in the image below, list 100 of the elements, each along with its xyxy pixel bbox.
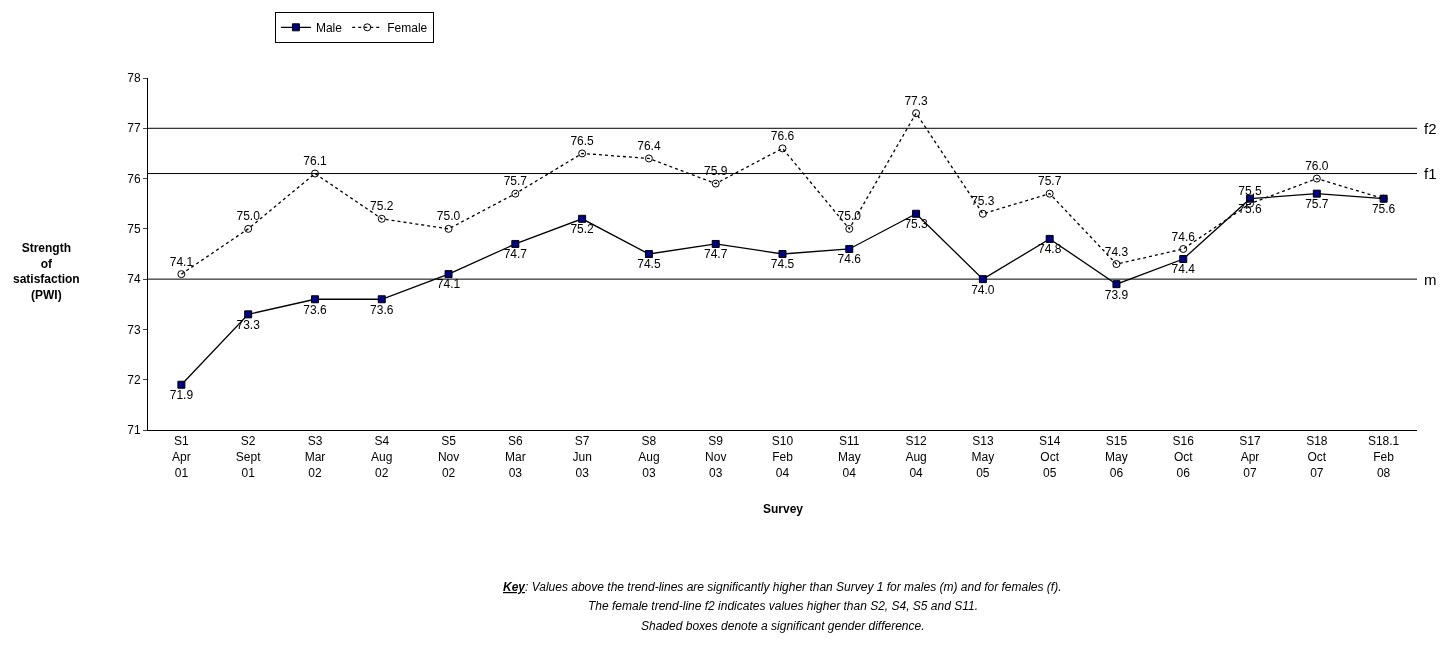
point bbox=[444, 270, 453, 279]
x-tick-label: S14 Oct 05 bbox=[1038, 434, 1061, 480]
x-tick-label: S9 Nov 03 bbox=[705, 434, 727, 480]
point bbox=[511, 189, 520, 198]
x-tick-label: S7 Jun 03 bbox=[572, 434, 592, 480]
point bbox=[1179, 255, 1188, 264]
data-label: 75.7 bbox=[1305, 197, 1329, 212]
point bbox=[177, 380, 186, 389]
y-tick-label: 71 bbox=[127, 423, 141, 438]
point bbox=[778, 144, 787, 153]
data-label: 74.6 bbox=[1171, 229, 1196, 244]
point bbox=[444, 224, 453, 233]
data-label: 75.0 bbox=[436, 209, 461, 224]
point bbox=[978, 209, 987, 218]
x-tick-label: S10 Feb 04 bbox=[771, 434, 794, 480]
y-tick-label: 72 bbox=[127, 372, 141, 387]
data-label: 74.5 bbox=[770, 257, 795, 272]
data-label: 74.3 bbox=[1104, 244, 1129, 259]
point bbox=[377, 295, 386, 304]
point bbox=[1312, 174, 1321, 183]
data-label: 77.3 bbox=[904, 93, 929, 108]
point bbox=[711, 239, 720, 248]
data-label: 74.5 bbox=[637, 257, 661, 272]
point bbox=[1112, 260, 1121, 269]
point bbox=[1179, 244, 1188, 253]
data-label: 75.0 bbox=[837, 209, 862, 224]
data-label: 76.5 bbox=[570, 134, 595, 149]
text: The female trend-line f2 indicates values higher than S2, S4, S5 and S11. bbox=[588, 599, 979, 613]
point bbox=[711, 179, 720, 188]
data-label: 75.5 bbox=[1238, 184, 1263, 199]
y-tick-label: 76 bbox=[127, 171, 141, 186]
data-label: 74.8 bbox=[1037, 242, 1062, 257]
data-label: 74.1 bbox=[436, 277, 461, 292]
x-tick-label: S1 Apr 01 bbox=[172, 434, 191, 480]
x-tick-label: S11 May 04 bbox=[837, 434, 861, 480]
x-tick-label: S5 Nov 02 bbox=[437, 434, 460, 480]
ref-line-label: f2 bbox=[1424, 120, 1437, 137]
data-label: 73.6 bbox=[370, 302, 394, 317]
y-axis-title: Strength of satisfaction (PWI) bbox=[13, 241, 80, 302]
data-label: 75.3 bbox=[971, 194, 995, 209]
y-tick-label: 78 bbox=[127, 71, 141, 86]
text: Key: Values above the trend-lines are significantly higher than Survey 1 for males (m) and for females (f). bbox=[503, 580, 1062, 594]
point bbox=[845, 244, 854, 253]
y-tick-label: 75 bbox=[127, 222, 141, 237]
point bbox=[845, 224, 854, 233]
ref-line-label: m bbox=[1424, 271, 1437, 288]
data-label: 76.1 bbox=[303, 154, 327, 169]
data-label: 75.2 bbox=[370, 199, 394, 214]
point bbox=[177, 270, 186, 279]
y-tick-label: 73 bbox=[127, 322, 141, 337]
x-tick-label: S6 Mar 03 bbox=[505, 434, 526, 480]
point bbox=[978, 275, 987, 284]
point bbox=[511, 239, 520, 248]
data-label: 75.3 bbox=[904, 217, 929, 232]
x-tick-label: S18.1 Feb 08 bbox=[1367, 434, 1400, 480]
point bbox=[1312, 189, 1321, 198]
legend-label: Female bbox=[387, 20, 428, 35]
y-tick-label: 74 bbox=[127, 272, 141, 287]
point bbox=[244, 310, 253, 319]
ref-line-label: f1 bbox=[1424, 165, 1437, 182]
x-tick-label: S17 Apr 07 bbox=[1239, 434, 1262, 480]
point bbox=[244, 224, 253, 233]
text: Shaded boxes denote a significant gender difference. bbox=[641, 619, 925, 633]
data-label: 73.9 bbox=[1104, 287, 1129, 302]
data-label: 73.6 bbox=[303, 302, 327, 317]
point bbox=[1045, 189, 1054, 198]
point bbox=[310, 169, 319, 178]
data-label: 74.7 bbox=[704, 247, 728, 262]
point bbox=[578, 149, 587, 158]
legend-label: Male bbox=[315, 20, 343, 35]
point bbox=[912, 109, 921, 118]
data-label: 74.6 bbox=[837, 252, 862, 267]
data-label: 75.7 bbox=[1037, 174, 1062, 189]
x-axis-title: Survey bbox=[763, 502, 804, 516]
x-tick-label: S13 May 05 bbox=[971, 434, 995, 480]
x-tick-label: S8 Aug 03 bbox=[638, 434, 660, 480]
point bbox=[578, 214, 587, 223]
x-tick-label: S3 Mar 02 bbox=[304, 434, 326, 480]
x-tick-label: S16 Oct 06 bbox=[1172, 434, 1195, 480]
x-tick-label: S18 Oct 07 bbox=[1306, 434, 1328, 480]
data-label: 73.3 bbox=[236, 317, 261, 332]
data-label: 74.1 bbox=[169, 254, 194, 269]
x-tick-label: S15 May 06 bbox=[1105, 434, 1128, 480]
y-tick-label: 77 bbox=[127, 121, 141, 136]
point bbox=[1112, 280, 1121, 289]
data-label: 76.6 bbox=[770, 129, 795, 144]
data-label: 75.2 bbox=[570, 222, 595, 237]
point bbox=[778, 250, 787, 258]
point bbox=[1045, 234, 1054, 243]
data-label: 74.7 bbox=[503, 247, 528, 262]
data-label: 71.9 bbox=[169, 388, 194, 403]
data-label: 76.0 bbox=[1305, 159, 1329, 174]
data-label: 74.0 bbox=[971, 282, 995, 297]
data-label: 75.0 bbox=[236, 209, 261, 224]
data-label: 76.4 bbox=[637, 139, 661, 154]
data-label: 75.6 bbox=[1238, 202, 1263, 217]
data-label: 75.6 bbox=[1371, 202, 1396, 217]
point bbox=[644, 154, 653, 163]
point bbox=[377, 214, 386, 223]
x-tick-label: S12 Aug 04 bbox=[905, 434, 928, 480]
